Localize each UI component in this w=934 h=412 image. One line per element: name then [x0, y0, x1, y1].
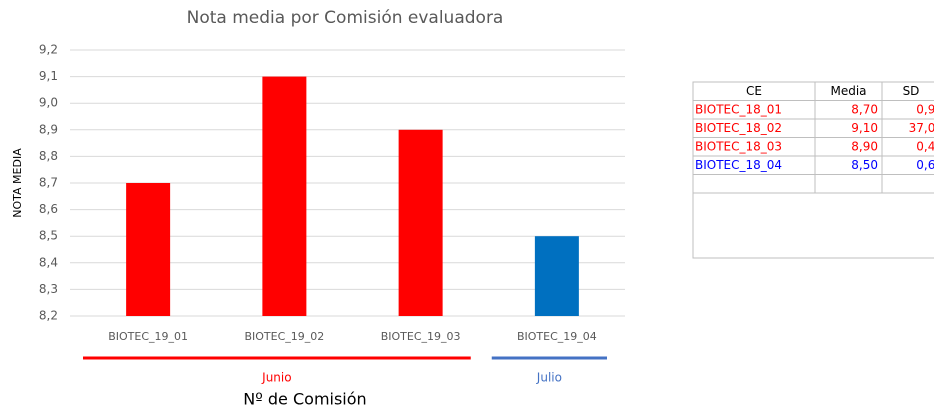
y-tick-label: 8,8 — [39, 149, 58, 163]
bar — [398, 129, 443, 316]
y-tick-label: 9,1 — [39, 69, 58, 83]
y-tick-label: 8,4 — [39, 255, 58, 269]
group-label: Julio — [536, 371, 562, 385]
y-tick-label: 8,9 — [39, 122, 58, 136]
y-axis-label: NOTA MEDIA — [11, 148, 24, 218]
table-cell: 9,10 — [851, 121, 878, 135]
table-cell: 0,47 — [916, 139, 934, 153]
x-axis-label: Nº de Comisión — [243, 390, 366, 409]
y-tick-label: 8,2 — [39, 309, 58, 323]
y-tick-label: 8,5 — [39, 229, 58, 243]
x-tick-label: BIOTEC_19_04 — [517, 330, 597, 343]
y-tick-label: 9,0 — [39, 96, 58, 110]
table-cell: 8,50 — [851, 158, 878, 172]
group-label: Junio — [261, 371, 291, 385]
table-cell: 0,62 — [916, 158, 934, 172]
bar — [262, 76, 307, 316]
table-header: CE — [746, 84, 762, 98]
table-cell: 8,70 — [851, 102, 878, 116]
table-cell: BIOTEC_18_03 — [695, 139, 782, 153]
y-tick-label: 8,6 — [39, 202, 58, 216]
table-cell: BIOTEC_18_01 — [695, 102, 782, 116]
y-tick-label: 9,2 — [39, 43, 58, 57]
x-tick-label: BIOTEC_19_03 — [381, 330, 461, 343]
bar — [126, 183, 171, 316]
x-tick-label: BIOTEC_19_01 — [108, 330, 188, 343]
bar — [534, 236, 579, 316]
y-tick-label: 8,3 — [39, 282, 58, 296]
table-cell: 8,90 — [851, 139, 878, 153]
table-cell: 37,00 — [909, 121, 934, 135]
table-cell: BIOTEC_18_02 — [695, 121, 782, 135]
table-cell: 0,97 — [916, 102, 934, 116]
table-header: SD — [903, 84, 920, 98]
table-header: Media — [830, 84, 866, 98]
table-cell: BIOTEC_18_04 — [695, 158, 782, 172]
x-tick-label: BIOTEC_19_02 — [244, 330, 324, 343]
y-tick-label: 8,7 — [39, 176, 58, 190]
chart-title: Nota media por Comisión evaluadora — [187, 8, 504, 28]
